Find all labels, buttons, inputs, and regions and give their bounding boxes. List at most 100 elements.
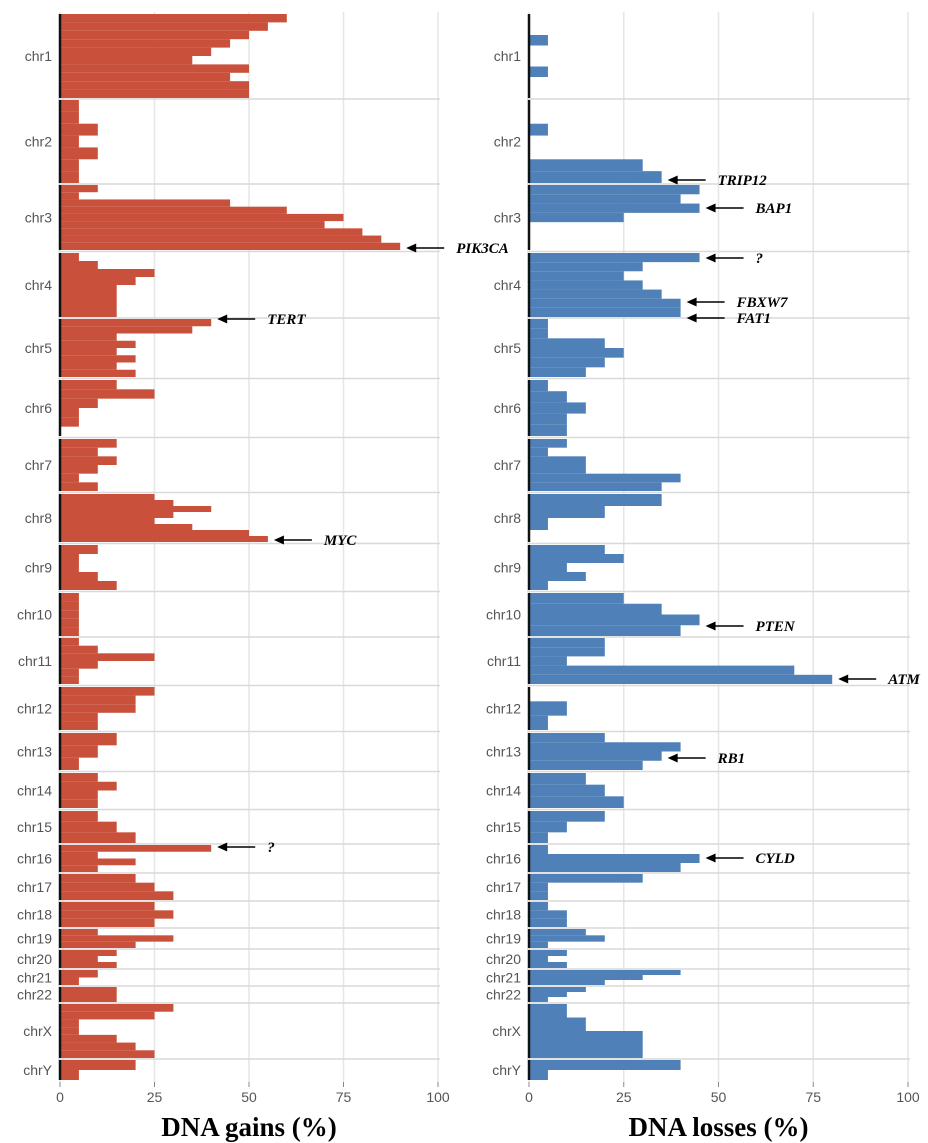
gains-bar-chrY-0 [60, 1060, 136, 1070]
gains-bar-chr21-0 [60, 970, 98, 978]
losses-bar-chr18-0 [529, 902, 548, 911]
losses-bar-chr18-1 [529, 910, 567, 919]
gains-bar-chr5-7 [60, 369, 136, 377]
gene-label-ATM-1-6: ATM [887, 672, 920, 688]
gains-bar-chr19-0 [60, 929, 98, 936]
arrow-head-1-3 [686, 297, 697, 307]
gains-bar-chr1-4 [60, 47, 212, 56]
gains-bar-chr9-0 [60, 545, 98, 554]
gains-bar-chr4-1 [60, 261, 98, 269]
gains-chr-label-chr21: chr21 [17, 970, 52, 986]
losses-chr-label-chr9: chr9 [494, 560, 521, 576]
gains-xlabel: DNA gains (%) [161, 1112, 337, 1142]
gains-bar-chr14-1 [60, 781, 117, 791]
gains-bar-chr6-1 [60, 389, 155, 399]
losses-bar-chr1-5 [529, 66, 548, 77]
gains-bar-chr5-1 [60, 326, 193, 334]
gains-bar-chr12-3 [60, 712, 98, 722]
gains-bar-chr13-2 [60, 757, 79, 770]
gains-chr-label-chr16: chr16 [17, 851, 52, 867]
gains-bar-chrY-1 [60, 1070, 79, 1080]
gains-bar-chr6-2 [60, 398, 98, 408]
gains-bar-chr3-3 [60, 206, 287, 214]
losses-bar-chr11-4 [529, 674, 833, 684]
losses-bar-chr13-2 [529, 751, 662, 761]
gains-chr-label-chr19: chr19 [17, 931, 52, 947]
losses-chr-label-chr13: chr13 [486, 744, 521, 760]
losses-bar-chr5-5 [529, 367, 586, 377]
gains-bar-chrX-3 [60, 1027, 79, 1035]
gains-bar-chrX-1 [60, 1011, 155, 1020]
gains-bar-chr14-2 [60, 790, 98, 800]
gains-bar-chr9-4 [60, 581, 117, 590]
gene-label-RB1-1-7: RB1 [717, 751, 746, 767]
gains-bar-chr15-1 [60, 821, 117, 833]
arrow-head-1-7 [667, 753, 678, 763]
gains-bar-chr8-0 [60, 494, 155, 500]
losses-bar-chr19-1 [529, 935, 605, 942]
gains-bar-chr2-5 [60, 159, 79, 172]
arrow-head-1-4 [686, 313, 697, 323]
losses-chr-label-chr8: chr8 [494, 510, 521, 526]
arrow-head-0-2 [273, 535, 284, 545]
gains-bar-chr1-1 [60, 22, 268, 31]
gains-bar-chr3-6 [60, 228, 363, 236]
losses-panel: chr1 chr2 chr3 chr4 chr5 chr6 chr7 chr8 chr9 chr1… [486, 12, 920, 1142]
gains-bar-chr9-2 [60, 563, 79, 572]
losses-xlabel: DNA losses (%) [629, 1112, 809, 1142]
gains-chr-label-chr2: chr2 [25, 134, 52, 150]
gains-bar-chr3-8 [60, 242, 401, 250]
gains-bar-chr7-3 [60, 465, 98, 474]
losses-bar-chr3-3 [529, 212, 624, 223]
gains-bar-chr1-3 [60, 39, 231, 48]
losses-chr-label-chr5: chr5 [494, 340, 521, 356]
gains-bar-chr1-6 [60, 64, 249, 73]
gains-bar-chr7-0 [60, 439, 117, 448]
gains-chr-label-chr9: chr9 [25, 560, 52, 576]
losses-bar-chr1-2 [529, 35, 548, 46]
arrow-head-1-5 [705, 621, 716, 631]
gains-bar-chr15-0 [60, 811, 98, 822]
losses-bar-chr4-3 [529, 280, 643, 290]
losses-chr-label-chr1: chr1 [494, 48, 521, 64]
gains-bar-chr9-3 [60, 572, 98, 581]
gains-bar-chr14-0 [60, 773, 98, 782]
losses-bar-chr5-4 [529, 357, 605, 368]
gains-bar-chr1-8 [60, 81, 249, 90]
gains-bar-chr2-4 [60, 147, 98, 160]
arrow-head-0-3 [217, 842, 228, 852]
gains-chr-label-chr10: chr10 [17, 607, 52, 623]
gains-bar-chr14-3 [60, 799, 98, 808]
losses-chr-label-chr22: chr22 [486, 987, 521, 1003]
losses-bar-chr5-3 [529, 348, 624, 358]
losses-chr-label-chr16: chr16 [486, 851, 521, 867]
gene-label-PTEN-1-5: PTEN [756, 619, 796, 635]
gains-chr-label-chr18: chr18 [17, 907, 52, 923]
losses-bar-chr22-2 [529, 997, 548, 1002]
losses-bar-chr8-2 [529, 518, 548, 530]
losses-bar-chr4-6 [529, 307, 681, 317]
losses-chr-label-chr10: chr10 [486, 607, 521, 623]
gains-bar-chr3-5 [60, 221, 325, 229]
gains-chr-label-chr15: chr15 [17, 819, 52, 835]
gains-bar-chr6-3 [60, 408, 79, 418]
losses-bar-chr17-0 [529, 874, 643, 883]
gains-bar-chr22-0 [60, 987, 117, 995]
gains-bar-chr3-1 [60, 192, 79, 200]
losses-chr-label-chr21: chr21 [486, 970, 521, 986]
gains-chr-label-chr22: chr22 [17, 987, 52, 1003]
gains-bar-chr11-2 [60, 653, 155, 661]
gains-bar-chr8-6 [60, 530, 249, 536]
losses-bar-chr16-0 [529, 845, 548, 854]
losses-bar-chr3-1 [529, 194, 681, 204]
gains-bar-chr5-5 [60, 355, 136, 363]
gains-bar-chr7-2 [60, 456, 117, 465]
gains-chr-label-chr4: chr4 [25, 277, 52, 293]
losses-bar-chr15-1 [529, 821, 567, 833]
gains-bar-chr8-7 [60, 536, 268, 542]
gains-bar-chr18-1 [60, 910, 174, 919]
losses-chr-label-chr19: chr19 [486, 931, 521, 947]
gains-bar-chr12-1 [60, 695, 136, 705]
losses-bar-chr11-0 [529, 638, 605, 648]
gains-bar-chr2-3 [60, 135, 79, 148]
